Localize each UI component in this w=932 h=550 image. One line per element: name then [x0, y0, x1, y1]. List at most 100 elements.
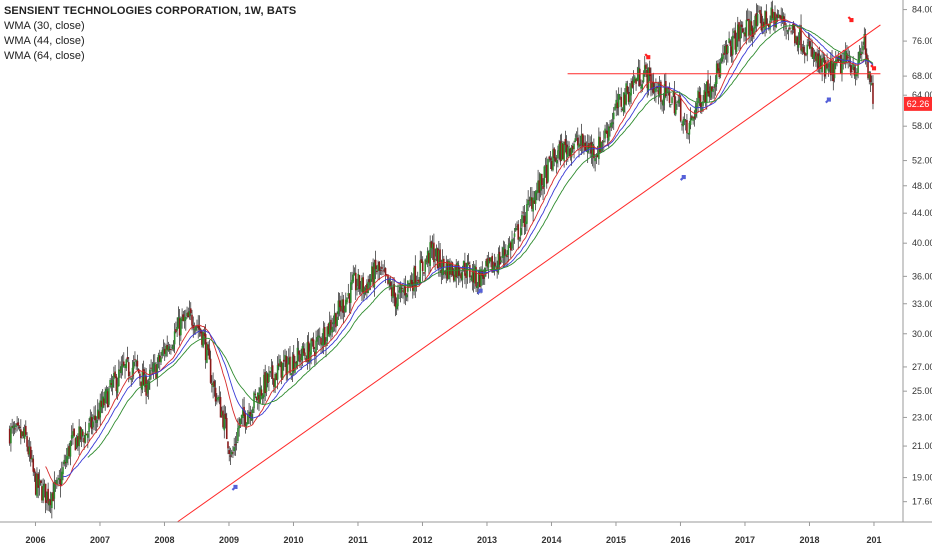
candle-body: [805, 54, 807, 56]
candle-body: [426, 251, 429, 263]
candle-body: [772, 12, 775, 21]
candle-body: [183, 316, 186, 321]
candle-body: [445, 263, 448, 276]
candle-body: [383, 269, 386, 271]
candle-body: [212, 382, 214, 388]
candle-body: [750, 21, 753, 31]
candle-body: [839, 54, 842, 74]
candle-body: [323, 326, 326, 345]
candle-body: [642, 72, 645, 82]
candle-body: [425, 260, 428, 262]
candle-body: [21, 431, 23, 436]
candle-body: [534, 191, 537, 204]
candle-body: [351, 279, 353, 285]
candle-body: [831, 60, 833, 73]
candle-body: [803, 52, 806, 56]
candle-body: [612, 112, 615, 120]
last-price-label: 62.26: [907, 99, 930, 109]
candle-body: [419, 260, 422, 283]
down-arrow-icon: [644, 53, 651, 60]
candle-body: [162, 349, 165, 351]
candle-body: [787, 30, 790, 32]
candle-body: [802, 46, 805, 53]
candle-body: [549, 158, 552, 161]
candle-body: [237, 427, 239, 442]
candle-body: [335, 313, 337, 328]
candle-body: [518, 237, 521, 240]
candle-body: [369, 279, 372, 286]
candle-body: [209, 358, 212, 383]
candle-body: [682, 119, 685, 127]
y-tick-label: 44.00: [912, 208, 932, 218]
candle-body: [740, 24, 743, 28]
candle-body: [735, 38, 738, 52]
candle-body: [858, 51, 861, 63]
candle-body: [139, 373, 141, 379]
wma-line-44: [62, 20, 874, 478]
candle-body: [765, 11, 768, 24]
candle-body: [412, 282, 414, 291]
candle-body: [43, 483, 46, 488]
candle-body: [810, 46, 812, 49]
candle-body: [278, 363, 280, 366]
candle-body: [361, 277, 363, 293]
candle-body: [672, 93, 675, 95]
x-tick-label: 2010: [283, 535, 303, 545]
candle-body: [416, 280, 419, 281]
x-tick-label: 2014: [541, 535, 561, 545]
candle-body: [163, 348, 166, 354]
candle-body: [28, 446, 31, 455]
candle-body: [660, 81, 662, 102]
candle-body: [59, 479, 62, 487]
candle-body: [17, 422, 20, 426]
candle-body: [85, 433, 88, 436]
candle-body: [550, 160, 553, 170]
candle-body: [557, 150, 559, 159]
candle-body: [451, 262, 454, 276]
candle-body: [780, 15, 782, 20]
candle-body: [248, 411, 250, 415]
candle-body: [362, 277, 364, 293]
candle-body: [567, 147, 569, 158]
candle-body: [718, 68, 720, 78]
candle-body: [823, 57, 826, 77]
candle-body: [619, 96, 621, 98]
candle-body: [393, 284, 395, 297]
y-tick-label: 17.60: [912, 497, 932, 507]
candle-body: [197, 324, 200, 329]
candle-body: [29, 446, 32, 459]
candle-body: [201, 331, 203, 345]
candle-body: [62, 467, 64, 475]
candle-body: [322, 328, 325, 346]
candle-body: [188, 311, 191, 317]
candle-body: [488, 258, 491, 261]
candle-body: [763, 21, 765, 27]
rising-trendline[interactable]: [177, 24, 881, 523]
candle-body: [26, 436, 28, 447]
up-arrow-icon: [825, 97, 831, 104]
candle-body: [512, 239, 515, 241]
candle-body: [180, 319, 182, 336]
candle-body: [389, 281, 392, 287]
candle-body: [554, 157, 557, 162]
candle-body: [562, 144, 564, 160]
candle-body: [632, 79, 635, 85]
candle-body: [538, 180, 541, 193]
candle-body: [78, 426, 80, 447]
candle-body: [294, 362, 296, 373]
candle-body: [739, 26, 742, 39]
candle-body: [701, 106, 703, 112]
candle-body: [377, 264, 379, 272]
y-tick-label: 68.00: [912, 71, 932, 81]
candle-body: [295, 361, 298, 364]
candle-body: [532, 197, 534, 212]
candle-body: [844, 50, 847, 63]
candle-body: [33, 469, 36, 473]
candle-body: [615, 99, 618, 109]
candle-body: [867, 58, 869, 79]
candle-body: [617, 94, 620, 108]
candle-body: [296, 347, 299, 367]
candle-body: [274, 374, 276, 388]
candle-body: [73, 428, 75, 436]
